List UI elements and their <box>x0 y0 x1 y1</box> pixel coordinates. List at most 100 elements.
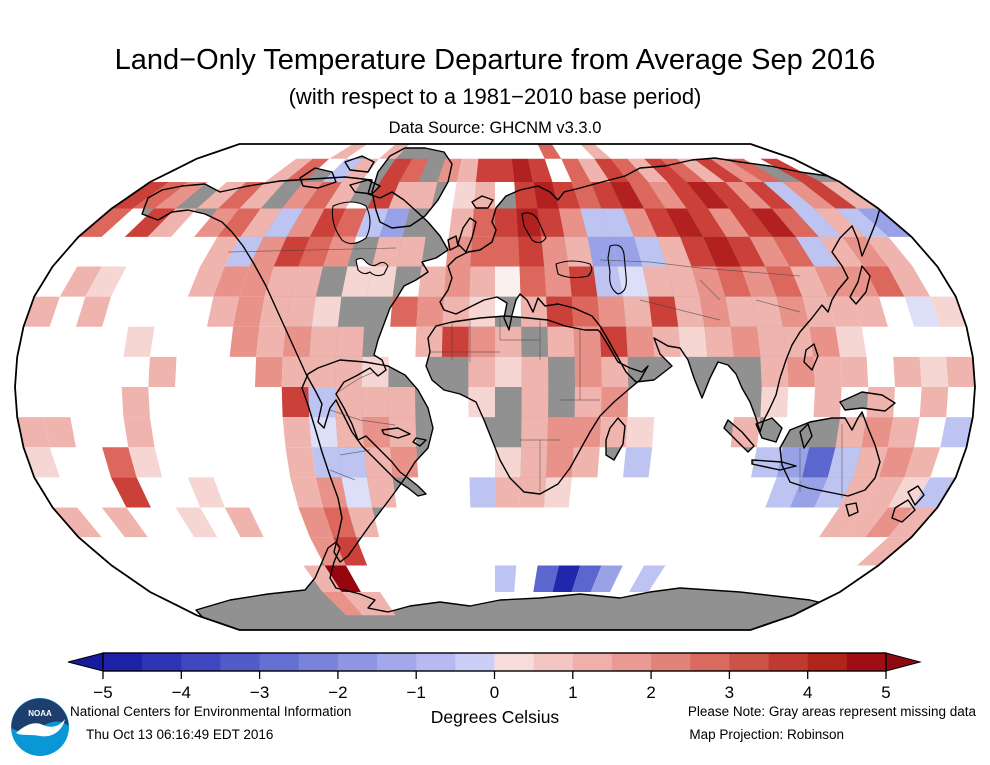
anomaly-cell <box>337 447 367 478</box>
anomaly-cell <box>819 236 864 267</box>
anomaly-cell <box>558 208 588 237</box>
colorbar-segment <box>181 653 221 671</box>
anomaly-cell <box>322 158 363 182</box>
footer-timestamp: Thu Oct 13 06:16:49 EDT 2016 <box>86 727 274 742</box>
anomaly-cell <box>213 266 250 297</box>
anomaly-cell <box>893 356 922 387</box>
anomaly-cell <box>324 565 361 592</box>
anomaly-cell <box>521 356 549 387</box>
page-subtitle: (with respect to a 1981−2010 base period… <box>288 84 702 109</box>
anomaly-cell <box>744 182 794 209</box>
anomaly-cell <box>564 236 594 267</box>
anomaly-cell <box>912 477 956 508</box>
anomaly-cell <box>315 477 348 508</box>
anomaly-cell <box>471 208 495 237</box>
footer-missing-data-note: Please Note: Gray areas represent missin… <box>687 704 976 719</box>
colorbar-segment <box>807 653 848 671</box>
anomaly-cell <box>418 266 446 297</box>
colorbar-unit-label: Degrees Celsius <box>430 707 560 727</box>
anomaly-cell <box>470 236 495 267</box>
anomaly-cell <box>495 158 515 182</box>
anomaly-cell <box>239 266 274 297</box>
anomaly-cell <box>148 356 177 387</box>
anomaly-cell <box>308 387 336 418</box>
anomaly-cell <box>657 236 692 267</box>
anomaly-cell <box>547 417 575 448</box>
anomaly-cell <box>367 182 400 209</box>
anomaly-cell <box>388 417 417 448</box>
anomaly-cell <box>43 417 76 448</box>
colorbar-segment <box>298 653 339 671</box>
anomaly-cell <box>648 182 687 209</box>
anomaly-cell <box>727 158 783 182</box>
anomaly-cell <box>78 208 133 237</box>
anomaly-cell <box>842 236 889 267</box>
anomaly-cell <box>568 266 598 297</box>
anomaly-cell <box>725 296 757 327</box>
anomaly-cell <box>547 326 575 357</box>
anomaly-cell <box>281 387 310 418</box>
anomaly-cell <box>782 182 836 209</box>
anomaly-cell <box>52 507 102 538</box>
anomaly-cell <box>468 387 495 418</box>
anomaly-cell <box>123 326 155 357</box>
anomaly-cell <box>323 507 357 538</box>
anomaly-cell <box>597 296 626 327</box>
anomaly-cell <box>452 182 476 209</box>
anomaly-cell <box>362 417 391 448</box>
anomaly-cell <box>311 296 342 327</box>
anomaly-cell <box>469 266 495 297</box>
country-borders <box>227 247 843 498</box>
anomaly-cell <box>601 208 634 237</box>
anomaly-cell <box>544 477 572 508</box>
anomaly-cell <box>580 208 611 237</box>
colorbar-tick-label: 4 <box>802 683 813 702</box>
page-title: Land−Only Temperature Departure from Ave… <box>114 44 876 76</box>
anomaly-cell <box>388 387 416 418</box>
anomaly-cell <box>802 447 836 478</box>
anomaly-cell <box>888 266 931 297</box>
anomaly-cell <box>667 182 708 209</box>
anomaly-cell <box>795 236 840 267</box>
anomaly-cell <box>396 236 426 267</box>
anomaly-cell <box>840 356 869 387</box>
anomaly-cell <box>259 296 291 327</box>
colorbar-tick-label: 3 <box>724 683 735 702</box>
anomaly-cell <box>599 326 628 357</box>
anomaly-cell <box>904 296 941 327</box>
anomaly-cell <box>303 182 342 209</box>
anomaly-cell <box>946 356 975 387</box>
anomaly-cell <box>879 447 915 478</box>
anomaly-cell <box>341 477 373 508</box>
anomaly-cell <box>887 417 920 448</box>
colorbar-segment <box>337 653 378 671</box>
anomaly-cell <box>495 266 521 297</box>
world-anomaly-map <box>14 143 976 631</box>
anomaly-cell <box>716 266 751 297</box>
anomaly-cell <box>749 236 790 267</box>
anomaly-cell <box>441 326 469 357</box>
anomaly-cell <box>335 387 363 418</box>
anomaly-cell <box>888 477 931 508</box>
colorbar-tick-label: −1 <box>406 683 426 702</box>
anomaly-cell <box>725 182 772 209</box>
anomaly-cell <box>495 447 522 478</box>
anomaly-cell <box>642 266 675 297</box>
colorbar-segment <box>690 653 730 671</box>
anomaly-cell <box>59 266 102 297</box>
anomaly-cell <box>520 296 548 327</box>
anomaly-cell <box>729 208 773 237</box>
anomaly-cell <box>123 417 155 448</box>
anomaly-cell <box>674 296 705 327</box>
anomaly-cell <box>361 387 389 418</box>
anomaly-cell <box>367 266 397 297</box>
colorbar-segment <box>220 653 261 671</box>
anomaly-cell <box>760 356 789 387</box>
anomaly-cell <box>379 208 410 237</box>
anomaly-cell <box>756 326 787 357</box>
anomaly-cell <box>286 208 325 237</box>
anomaly-cell <box>495 565 517 592</box>
anomaly-cell <box>75 296 111 327</box>
anomaly-cell <box>128 447 163 478</box>
